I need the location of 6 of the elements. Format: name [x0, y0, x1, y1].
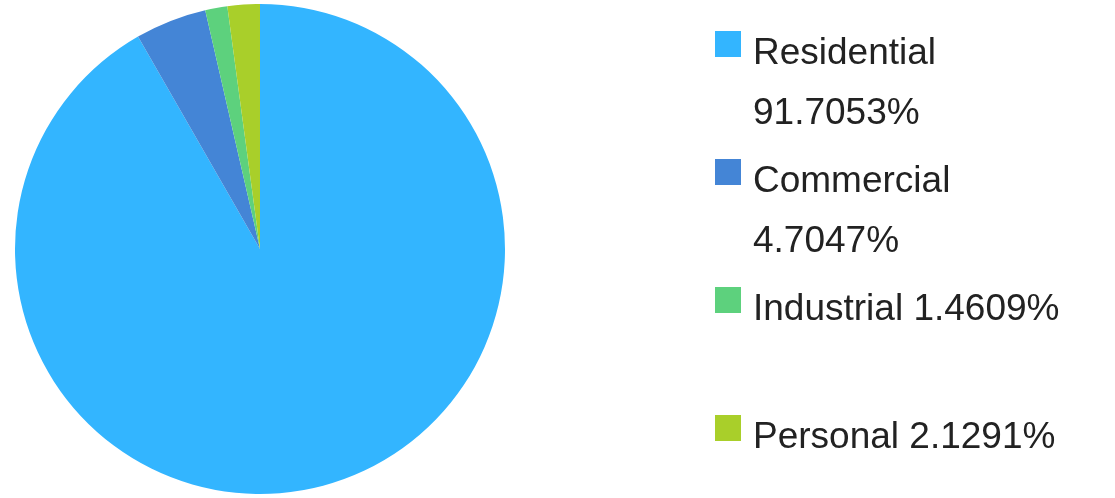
data-label: 91.7053%: [753, 91, 920, 132]
legend-label: Commercial: [753, 159, 951, 200]
legend-label: Residential: [753, 31, 937, 72]
legend-label: Industrial 1.4609%: [753, 286, 1061, 330]
legend-label: Personal 2.1291%: [753, 414, 1057, 458]
data-label: 4.7047%: [753, 219, 900, 260]
